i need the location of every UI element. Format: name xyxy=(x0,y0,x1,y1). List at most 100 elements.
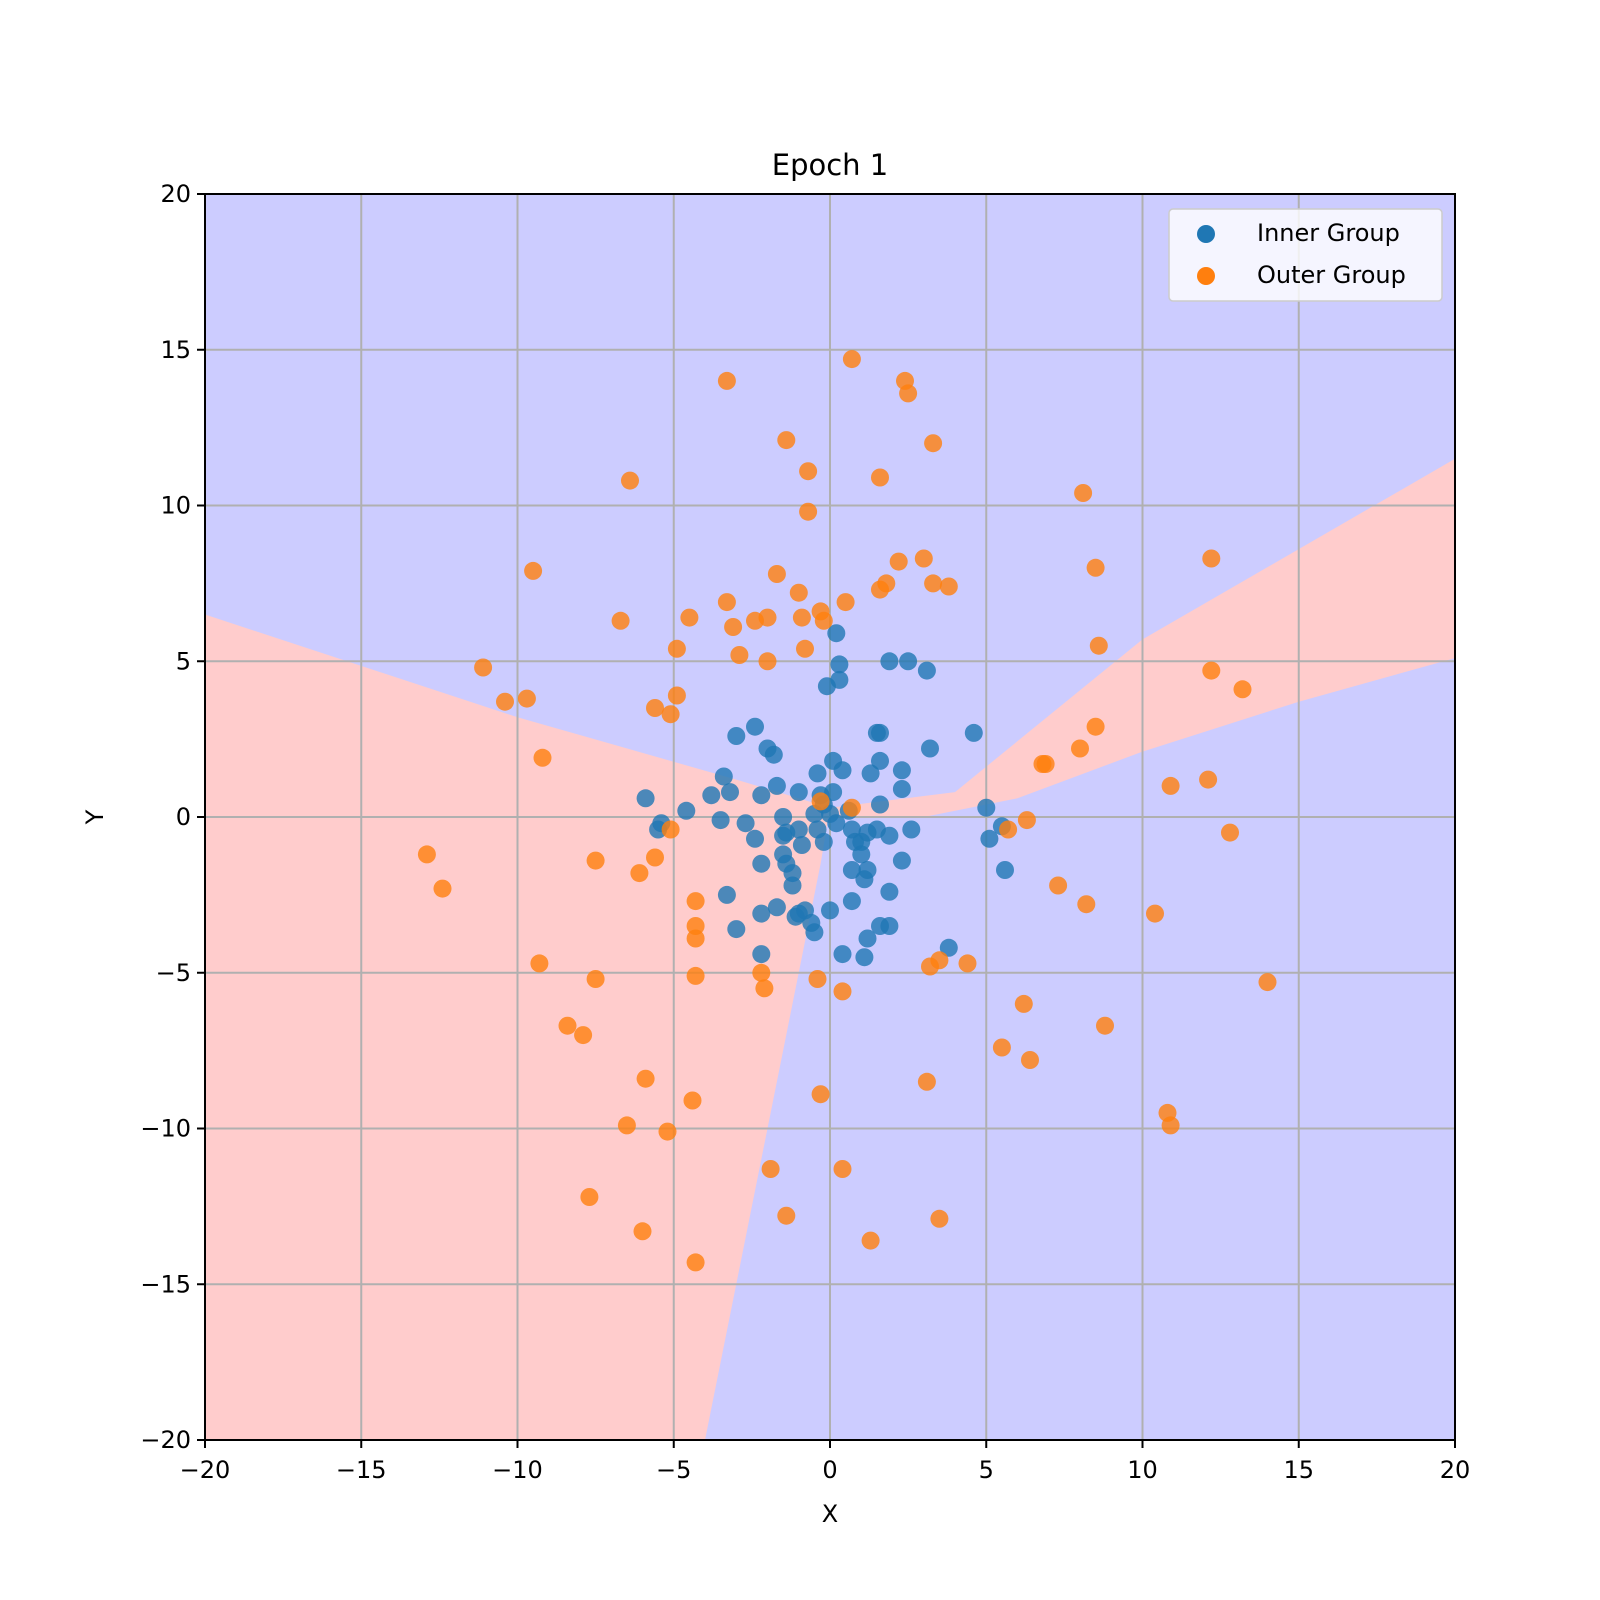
inner-group-point xyxy=(892,780,911,798)
outer-group-point xyxy=(889,552,908,571)
outer-group-point xyxy=(1146,904,1164,923)
outer-group-point xyxy=(833,1160,852,1178)
outer-group-point xyxy=(914,549,933,568)
inner-group-point xyxy=(767,776,786,795)
legend-marker-outer-group xyxy=(1197,267,1215,285)
outer-group-point xyxy=(558,1016,577,1035)
x-axis: −20 −15 −10 −5 0 5 10 15 20 xyxy=(180,1440,1471,1484)
inner-group-point xyxy=(789,783,808,802)
outer-group-point xyxy=(686,1253,705,1272)
outer-group-point xyxy=(799,502,818,521)
outer-group-point xyxy=(686,917,705,935)
outer-group-point xyxy=(930,951,949,970)
y-tick-label: −20 xyxy=(140,1426,191,1454)
outer-group-point xyxy=(808,970,827,988)
outer-group-point xyxy=(917,1072,936,1091)
inner-group-point xyxy=(833,945,852,964)
inner-group-point xyxy=(717,885,736,904)
inner-group-point xyxy=(871,795,889,814)
y-tick-label: −15 xyxy=(140,1270,191,1298)
outer-group-point xyxy=(730,646,749,664)
outer-group-point xyxy=(899,384,918,403)
inner-group-point xyxy=(702,786,721,805)
scatter-points-layer xyxy=(417,350,1277,1272)
outer-group-point xyxy=(871,468,889,487)
outer-group-point xyxy=(580,1188,599,1206)
x-tick-label: −10 xyxy=(492,1456,543,1484)
outer-group-point xyxy=(686,929,705,948)
inner-group-point xyxy=(774,826,793,845)
outer-group-point xyxy=(524,561,543,580)
outer-group-point xyxy=(630,864,649,883)
y-tick-label: 20 xyxy=(160,180,191,208)
y-tick-label: −5 xyxy=(156,959,191,987)
outer-group-point xyxy=(939,577,958,596)
outer-group-point xyxy=(999,820,1018,839)
chart-title: Epoch 1 xyxy=(772,148,888,182)
inner-group-point xyxy=(746,829,764,848)
inner-group-point xyxy=(842,892,861,911)
inner-group-point xyxy=(711,811,730,830)
inner-group-point xyxy=(649,820,668,839)
outer-group-point xyxy=(746,611,764,630)
inner-group-point xyxy=(789,820,808,839)
outer-group-point xyxy=(1086,558,1105,577)
outer-group-point xyxy=(836,593,855,612)
inner-group-point xyxy=(736,814,755,833)
inner-group-point xyxy=(746,717,764,736)
outer-group-point xyxy=(842,798,861,817)
outer-group-point xyxy=(667,686,686,705)
outer-group-point xyxy=(533,748,552,767)
outer-group-point xyxy=(586,970,605,988)
inner-group-point xyxy=(752,904,771,923)
inner-group-point xyxy=(921,739,939,758)
outer-group-point xyxy=(611,611,630,630)
inner-group-point xyxy=(880,882,899,901)
inner-group-point xyxy=(783,876,802,895)
inner-group-point xyxy=(855,948,874,967)
outer-group-point xyxy=(667,639,686,658)
outer-group-point xyxy=(796,639,814,658)
x-tick-label: 15 xyxy=(1283,1456,1314,1484)
inner-group-point xyxy=(783,864,802,883)
inner-group-point xyxy=(821,901,839,920)
inner-group-point xyxy=(902,820,921,839)
outer-group-point xyxy=(924,434,943,453)
inner-group-point xyxy=(814,832,833,851)
inner-group-point xyxy=(786,907,805,926)
outer-group-point xyxy=(814,611,833,630)
y-tick-label: 0 xyxy=(176,803,191,831)
outer-group-point xyxy=(1077,895,1096,914)
outer-group-point xyxy=(683,1091,702,1110)
inner-group-point xyxy=(939,938,958,957)
x-tick-label: −15 xyxy=(336,1456,387,1484)
outer-group-point xyxy=(1014,994,1033,1013)
inner-group-point xyxy=(805,923,824,942)
inner-group-point xyxy=(827,624,846,643)
outer-group-point xyxy=(1202,661,1221,680)
outer-group-point xyxy=(661,705,680,724)
outer-group-point xyxy=(799,462,818,481)
inner-group-point xyxy=(892,761,911,780)
outer-group-point xyxy=(861,1231,880,1250)
y-tick-label: −10 xyxy=(140,1115,191,1143)
x-tick-label: 0 xyxy=(822,1456,837,1484)
outer-group-point xyxy=(658,1122,677,1141)
x-tick-label: 20 xyxy=(1440,1456,1471,1484)
outer-group-point xyxy=(1221,823,1239,842)
inner-group-point xyxy=(861,764,880,783)
outer-group-point xyxy=(1086,717,1105,736)
outer-group-point xyxy=(1202,549,1221,568)
outer-group-point xyxy=(1199,770,1218,789)
outer-group-point xyxy=(1071,739,1089,758)
outer-group-point xyxy=(1161,776,1180,795)
inner-group-point xyxy=(964,723,983,742)
outer-group-point xyxy=(1258,973,1277,992)
outer-group-point xyxy=(517,689,536,708)
inner-group-point xyxy=(980,829,999,848)
outer-group-point xyxy=(646,699,664,717)
outer-group-point xyxy=(717,593,736,612)
inner-group-point xyxy=(808,764,827,783)
legend: Inner Group Outer Group xyxy=(1168,208,1443,302)
outer-group-point xyxy=(992,1038,1011,1057)
